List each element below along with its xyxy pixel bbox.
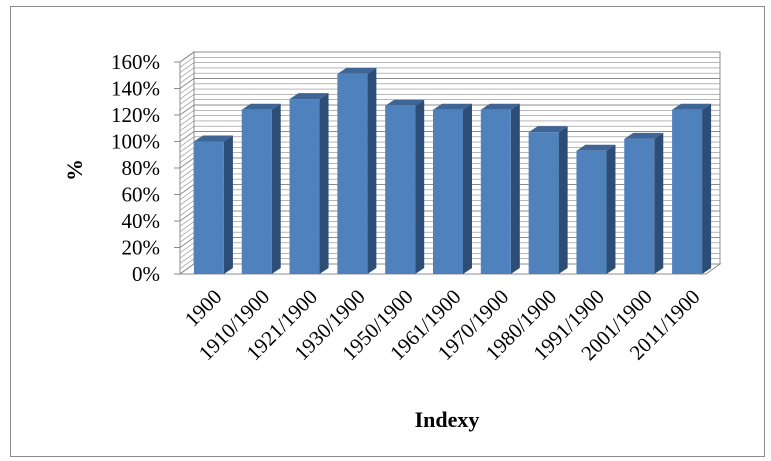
y-tick-label: 100%: [111, 130, 160, 154]
bar-front: [480, 109, 511, 274]
bar: [576, 144, 616, 274]
chart-bars: [193, 67, 712, 274]
minor-gridline: [179, 67, 720, 79]
bar-side: [654, 132, 664, 274]
bar-front: [433, 109, 463, 274]
bar-top: [385, 99, 425, 106]
y-tick-label: 160%: [111, 50, 160, 74]
bar-side: [367, 67, 377, 274]
x-axis-title: Indexy: [415, 407, 480, 432]
y-axis-ticks: 0%20% 40%60% 80%100% 120%140% 160%: [111, 50, 180, 286]
bar: [480, 103, 520, 274]
bar-top: [480, 103, 520, 110]
bar: [385, 99, 425, 274]
major-gridline: [179, 78, 720, 89]
bar: [241, 103, 281, 274]
minor-gridline: [179, 88, 720, 100]
bar-side: [415, 99, 425, 274]
bar-side: [271, 103, 281, 274]
bar: [624, 132, 664, 274]
minor-gridline: [179, 120, 720, 132]
minor-gridline: [179, 99, 720, 110]
minor-gridline: [179, 110, 720, 121]
y-tick-label: 120%: [111, 103, 160, 127]
bar-front: [624, 138, 655, 274]
y-tick-label: 20%: [122, 236, 161, 260]
bar-side: [606, 144, 616, 274]
bar-front: [337, 73, 368, 274]
bar: [289, 93, 329, 274]
bar: [672, 103, 712, 274]
bar-front: [289, 99, 320, 274]
minor-gridline: [179, 94, 720, 105]
bar-front: [576, 150, 607, 274]
bar-top: [289, 93, 329, 100]
bar-front: [672, 109, 703, 274]
major-gridline: [179, 104, 720, 116]
major-gridline: [179, 51, 720, 63]
bar-side: [558, 126, 568, 274]
y-tick-label: 60%: [122, 183, 161, 207]
minor-gridline: [179, 125, 720, 137]
bar-side: [319, 93, 329, 274]
bar-side: [223, 135, 233, 274]
y-tick-label: 40%: [122, 209, 161, 233]
bar-front: [528, 132, 559, 274]
minor-gridline: [179, 62, 720, 73]
minor-gridline: [179, 83, 720, 95]
bar-front: [385, 105, 416, 274]
y-tick-label: 80%: [122, 156, 161, 180]
bar-top: [337, 67, 377, 74]
y-tick-label: 140%: [111, 77, 160, 101]
bar-side: [510, 103, 520, 274]
minor-gridline: [179, 72, 720, 84]
bar-top: [433, 103, 472, 110]
x-axis-ticks: 19001910/19001921/19001930/19001950/1900…: [180, 285, 705, 365]
y-axis-title: %: [62, 159, 87, 181]
bar: [433, 103, 472, 274]
bar-top: [576, 144, 616, 151]
bar-top: [241, 103, 281, 110]
bar: [528, 126, 568, 274]
bar-top: [672, 103, 712, 110]
minor-gridline: [179, 115, 720, 126]
bar-top: [624, 132, 664, 139]
bar: [337, 67, 377, 274]
bar-top: [193, 135, 233, 142]
bar-top: [528, 126, 568, 133]
bar: [193, 135, 233, 274]
bar-front: [193, 141, 224, 274]
bar-front: [241, 109, 272, 274]
bar-side: [702, 103, 712, 274]
y-tick-label: 0%: [132, 262, 160, 286]
minor-gridline: [179, 56, 720, 68]
bar-side: [463, 103, 472, 274]
